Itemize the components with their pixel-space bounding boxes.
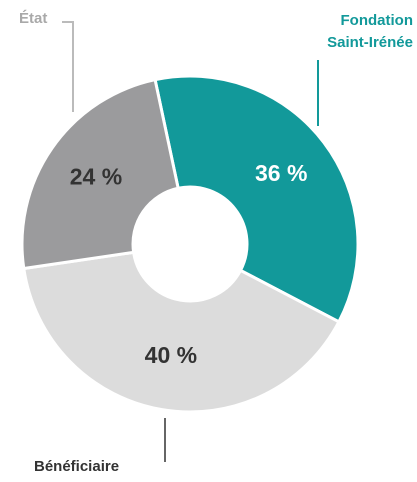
legend-label: État [19, 10, 48, 27]
value-label: 24 % [70, 164, 122, 190]
leader-line [62, 21, 74, 112]
legend-label: Fondation Saint-Irénée [327, 12, 413, 51]
legend-label: Bénéficiaire [34, 458, 120, 475]
donut-slice [153, 74, 360, 324]
value-label: 40 % [145, 342, 197, 368]
donut-slice [22, 250, 341, 414]
donut-slice [20, 77, 180, 271]
value-label: 36 % [255, 160, 307, 186]
